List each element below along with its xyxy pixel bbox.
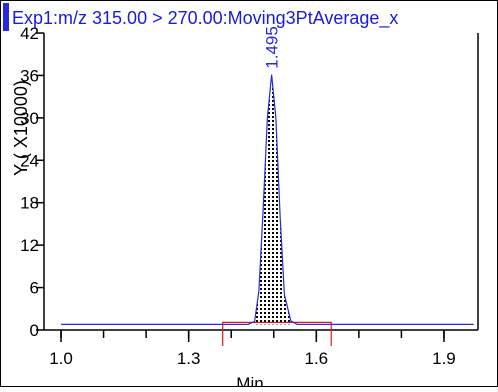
x-axis-label: Min [236, 374, 263, 387]
chromatogram-trace [61, 74, 474, 325]
x-tick-label: 1.9 [432, 349, 456, 368]
peak-area-fill [254, 74, 291, 325]
y-tick-label: 18 [20, 194, 39, 213]
chart-title: Exp1:m/z 315.00 > 270.00:Moving3PtAverag… [12, 8, 398, 29]
y-tick-label: 30 [20, 109, 39, 128]
x-tick-label: 1.0 [49, 349, 73, 368]
x-tick-label: 1.3 [177, 349, 201, 368]
y-tick-label: 6 [30, 279, 39, 298]
x-tick-label: 1.6 [304, 349, 328, 368]
trace-color-marker [3, 3, 9, 31]
y-tick-label: 12 [20, 236, 39, 255]
y-tick-label: 24 [20, 151, 39, 170]
y-tick-label: 42 [20, 24, 39, 43]
peak-label: 1.495 [263, 26, 282, 69]
y-tick-label: 0 [30, 321, 39, 340]
y-axis-label: Y ( X10000) [11, 80, 31, 176]
y-tick-label: 36 [20, 66, 39, 85]
